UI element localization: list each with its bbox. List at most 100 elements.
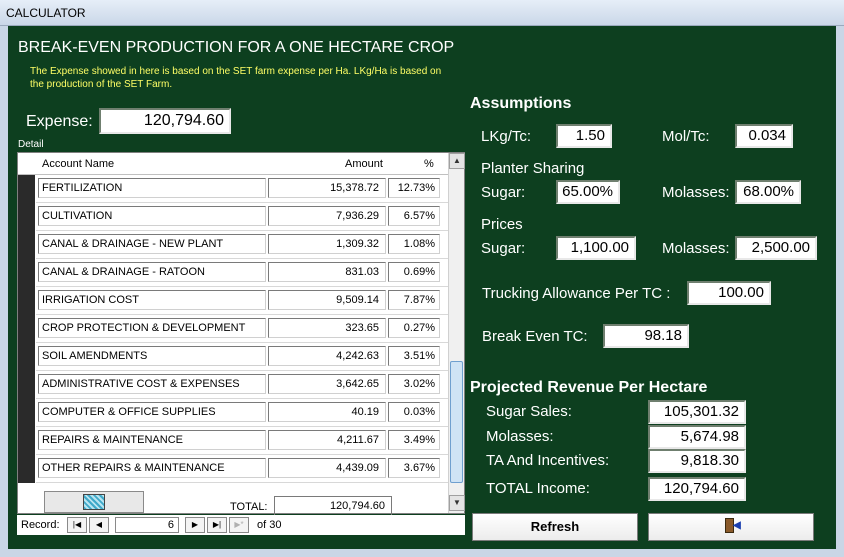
- amount-cell[interactable]: 323.65: [268, 318, 386, 338]
- table-row[interactable]: IRRIGATION COST 9,509.14 7.87%: [18, 287, 448, 315]
- table-row[interactable]: ADMINISTRATIVE COST & EXPENSES 3,642.65 3.…: [18, 371, 448, 399]
- assumptions-heading: Assumptions: [470, 95, 572, 112]
- first-record-icon[interactable]: |◀: [67, 517, 87, 533]
- prices-label: Prices: [481, 216, 523, 233]
- record-selector[interactable]: [18, 175, 36, 203]
- calculator-form: BREAK-EVEN PRODUCTION FOR A ONE HECTARE …: [8, 26, 836, 549]
- scroll-up-icon[interactable]: ▲: [449, 153, 465, 169]
- exit-button[interactable]: ◀: [648, 513, 814, 541]
- amount-cell[interactable]: 1,309.32: [268, 234, 386, 254]
- mol-tc-field[interactable]: 0.034: [735, 124, 793, 148]
- account-name-cell[interactable]: CANAL & DRAINAGE - RATOON: [38, 262, 266, 282]
- record-selector[interactable]: [18, 399, 36, 427]
- amount-cell[interactable]: 3,642.65: [268, 374, 386, 394]
- record-selector[interactable]: [18, 259, 36, 287]
- new-record-icon[interactable]: ▶*: [229, 517, 249, 533]
- table-row[interactable]: CANAL & DRAINAGE - RATOON 831.03 0.69%: [18, 259, 448, 287]
- expense-field[interactable]: 120,794.60: [99, 108, 231, 134]
- account-name-cell[interactable]: OTHER REPAIRS & MAINTENANCE: [38, 458, 266, 478]
- account-name-cell[interactable]: CANAL & DRAINAGE - NEW PLANT: [38, 234, 266, 254]
- total-field[interactable]: 120,794.60: [274, 496, 392, 516]
- scroll-thumb[interactable]: [450, 361, 463, 483]
- account-name-cell[interactable]: CULTIVATION: [38, 206, 266, 226]
- record-selector[interactable]: [18, 343, 36, 371]
- percent-cell[interactable]: 0.69%: [388, 262, 440, 282]
- molasses-field[interactable]: 5,674.98: [648, 425, 746, 449]
- total-label: TOTAL:: [230, 501, 268, 513]
- detail-scrollbar[interactable]: ▲ ▼: [448, 153, 465, 513]
- record-label: Record:: [21, 519, 60, 531]
- record-selector[interactable]: [18, 427, 36, 455]
- account-name-cell[interactable]: CROP PROTECTION & DEVELOPMENT: [38, 318, 266, 338]
- account-name-cell[interactable]: FERTILIZATION: [38, 178, 266, 198]
- percent-cell[interactable]: 6.57%: [388, 206, 440, 226]
- amount-cell[interactable]: 15,378.72: [268, 178, 386, 198]
- calculate-button[interactable]: [44, 491, 144, 513]
- amount-cell[interactable]: 9,509.14: [268, 290, 386, 310]
- ta-incentives-field[interactable]: 9,818.30: [648, 449, 746, 473]
- molasses-label: Molasses:: [486, 428, 554, 445]
- window-titlebar: CALCULATOR: [0, 0, 844, 26]
- last-record-icon[interactable]: ▶|: [207, 517, 227, 533]
- amount-cell[interactable]: 7,936.29: [268, 206, 386, 226]
- account-name-cell[interactable]: SOIL AMENDMENTS: [38, 346, 266, 366]
- account-name-cell[interactable]: COMPUTER & OFFICE SUPPLIES: [38, 402, 266, 422]
- table-row[interactable]: SOIL AMENDMENTS 4,242.63 3.51%: [18, 343, 448, 371]
- record-selector[interactable]: [18, 371, 36, 399]
- percent-cell[interactable]: 3.67%: [388, 458, 440, 478]
- percent-cell[interactable]: 7.87%: [388, 290, 440, 310]
- record-selector[interactable]: [18, 287, 36, 315]
- record-selector[interactable]: [18, 315, 36, 343]
- record-navigator: Record: |◀ ◀ 6 ▶ ▶| ▶* of 30: [17, 515, 465, 535]
- detail-subform: Account Name Amount % FERTILIZATION 15,37…: [17, 152, 465, 516]
- window-border-left: [0, 26, 8, 557]
- detail-rows: FERTILIZATION 15,378.72 12.73% CULTIVATION 7…: [18, 175, 448, 493]
- percent-cell[interactable]: 1.08%: [388, 234, 440, 254]
- record-selector[interactable]: [18, 231, 36, 259]
- table-row[interactable]: OTHER REPAIRS & MAINTENANCE 4,439.09 3.67%: [18, 455, 448, 483]
- pr-sugar-label: Sugar:: [481, 240, 526, 257]
- account-name-cell[interactable]: IRRIGATION COST: [38, 290, 266, 310]
- detail-column-header: Account Name Amount %: [18, 153, 448, 175]
- percent-cell[interactable]: 12.73%: [388, 178, 440, 198]
- lkg-tc-label: LKg/Tc:: [481, 128, 532, 145]
- breakeven-field[interactable]: 98.18: [603, 324, 689, 348]
- trucking-field[interactable]: 100.00: [687, 281, 771, 305]
- amount-cell[interactable]: 831.03: [268, 262, 386, 282]
- col-amount: Amount: [345, 158, 383, 170]
- account-name-cell[interactable]: REPAIRS & MAINTENANCE: [38, 430, 266, 450]
- prev-record-icon[interactable]: ◀: [89, 517, 109, 533]
- percent-cell[interactable]: 0.03%: [388, 402, 440, 422]
- amount-cell[interactable]: 4,211.67: [268, 430, 386, 450]
- table-row[interactable]: COMPUTER & OFFICE SUPPLIES 40.19 0.03%: [18, 399, 448, 427]
- percent-cell[interactable]: 3.02%: [388, 374, 440, 394]
- total-income-label: TOTAL Income:: [486, 480, 590, 497]
- percent-cell[interactable]: 3.49%: [388, 430, 440, 450]
- percent-cell[interactable]: 3.51%: [388, 346, 440, 366]
- table-row[interactable]: REPAIRS & MAINTENANCE 4,211.67 3.49%: [18, 427, 448, 455]
- scroll-down-icon[interactable]: ▼: [449, 495, 465, 511]
- next-record-icon[interactable]: ▶: [185, 517, 205, 533]
- table-row[interactable]: CULTIVATION 7,936.29 6.57%: [18, 203, 448, 231]
- table-row[interactable]: CANAL & DRAINAGE - NEW PLANT 1,309.32 1.08…: [18, 231, 448, 259]
- amount-cell[interactable]: 4,439.09: [268, 458, 386, 478]
- total-income-field[interactable]: 120,794.60: [648, 477, 746, 501]
- refresh-button[interactable]: Refresh: [472, 513, 638, 541]
- calculator-icon: [83, 494, 105, 510]
- table-row[interactable]: CROP PROTECTION & DEVELOPMENT 323.65 0.27%: [18, 315, 448, 343]
- pr-sugar-field[interactable]: 1,100.00: [556, 236, 636, 260]
- ps-molasses-field[interactable]: 68.00%: [735, 180, 801, 204]
- account-name-cell[interactable]: ADMINISTRATIVE COST & EXPENSES: [38, 374, 266, 394]
- record-selector[interactable]: [18, 203, 36, 231]
- pr-molasses-field[interactable]: 2,500.00: [735, 236, 817, 260]
- amount-cell[interactable]: 4,242.63: [268, 346, 386, 366]
- record-number-input[interactable]: 6: [115, 517, 179, 533]
- sugar-sales-field[interactable]: 105,301.32: [648, 400, 746, 424]
- record-selector[interactable]: [18, 455, 36, 483]
- table-row[interactable]: FERTILIZATION 15,378.72 12.73%: [18, 175, 448, 203]
- amount-cell[interactable]: 40.19: [268, 402, 386, 422]
- ps-sugar-field[interactable]: 65.00%: [556, 180, 620, 204]
- ta-incentives-label: TA And Incentives:: [486, 452, 610, 469]
- percent-cell[interactable]: 0.27%: [388, 318, 440, 338]
- lkg-tc-field[interactable]: 1.50: [556, 124, 612, 148]
